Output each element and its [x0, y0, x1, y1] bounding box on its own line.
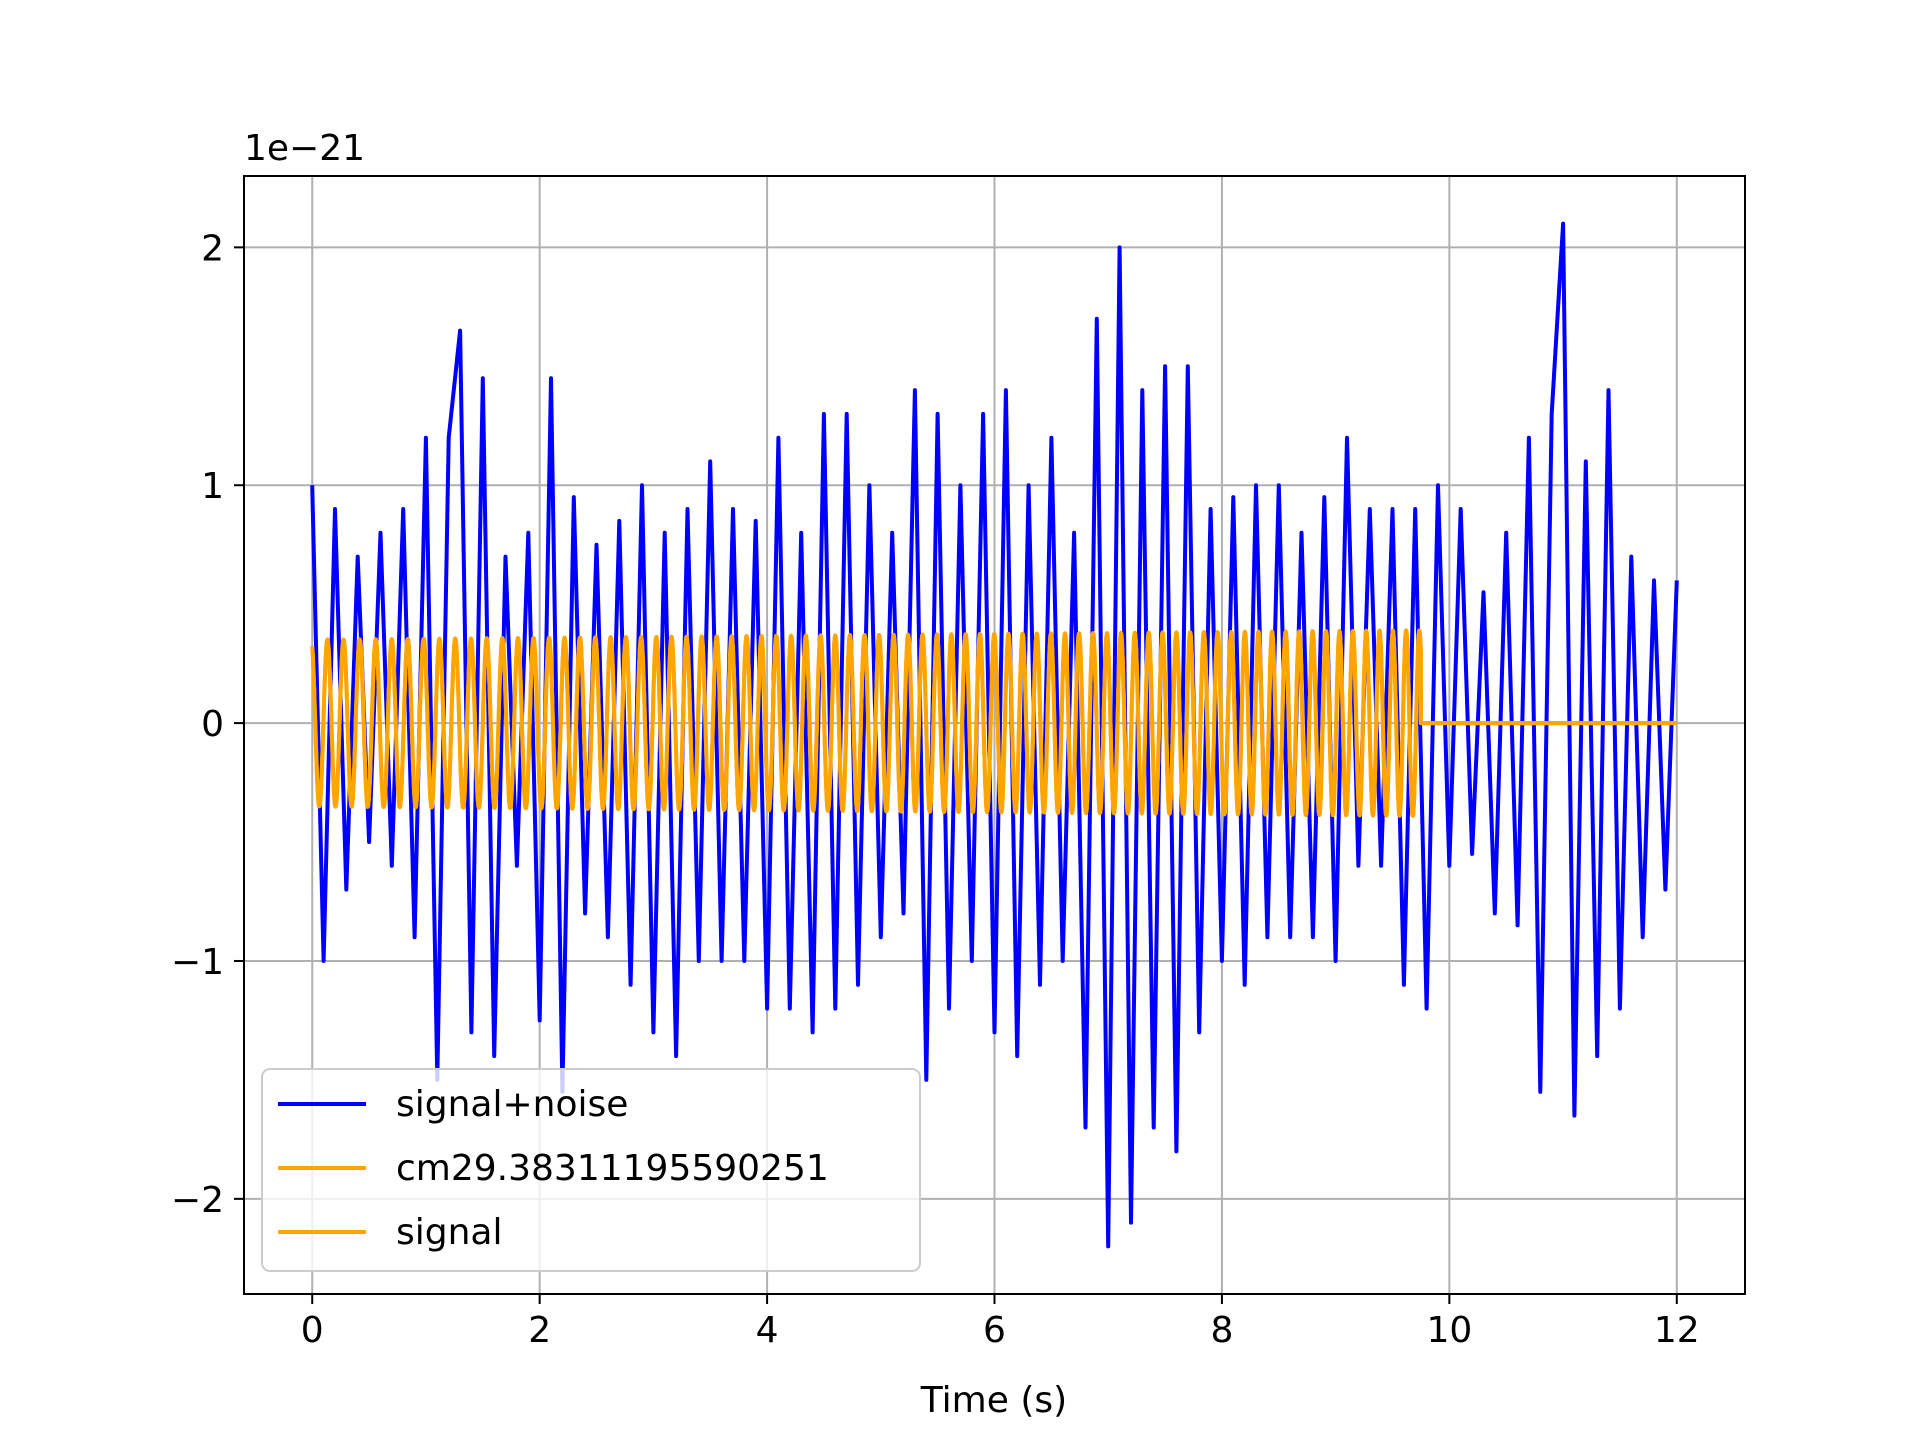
- y-axis-offset-label: 1e−21: [244, 128, 365, 169]
- x-tick-label: 10: [1426, 1310, 1472, 1351]
- x-tick-label: 12: [1654, 1310, 1700, 1351]
- y-tick-label: 1: [201, 466, 224, 507]
- y-tick-label: −2: [171, 1180, 224, 1221]
- legend: signal+noise cm29.38311195590251 signal: [261, 1068, 921, 1272]
- x-tick-label: 4: [756, 1310, 779, 1351]
- y-tick-label: 2: [201, 228, 224, 269]
- x-tick-label: 8: [1210, 1310, 1233, 1351]
- x-tick-label: 0: [301, 1310, 324, 1351]
- series-layer: [310, 221, 1679, 1249]
- legend-box: [261, 1068, 921, 1272]
- legend-label-signal-noise: signal+noise: [396, 1084, 628, 1125]
- x-tick-label: 6: [983, 1310, 1006, 1351]
- y-tick-label: −1: [171, 942, 224, 983]
- series-line-signal-noise: [310, 221, 1679, 1249]
- y-tick-label: 0: [201, 704, 224, 745]
- x-tick-label: 2: [528, 1310, 551, 1351]
- series-line-signal: [310, 628, 1677, 818]
- legend-label-signal: signal: [396, 1212, 503, 1253]
- legend-label-template: cm29.38311195590251: [396, 1148, 829, 1189]
- x-axis-label: Time (s): [920, 1380, 1067, 1421]
